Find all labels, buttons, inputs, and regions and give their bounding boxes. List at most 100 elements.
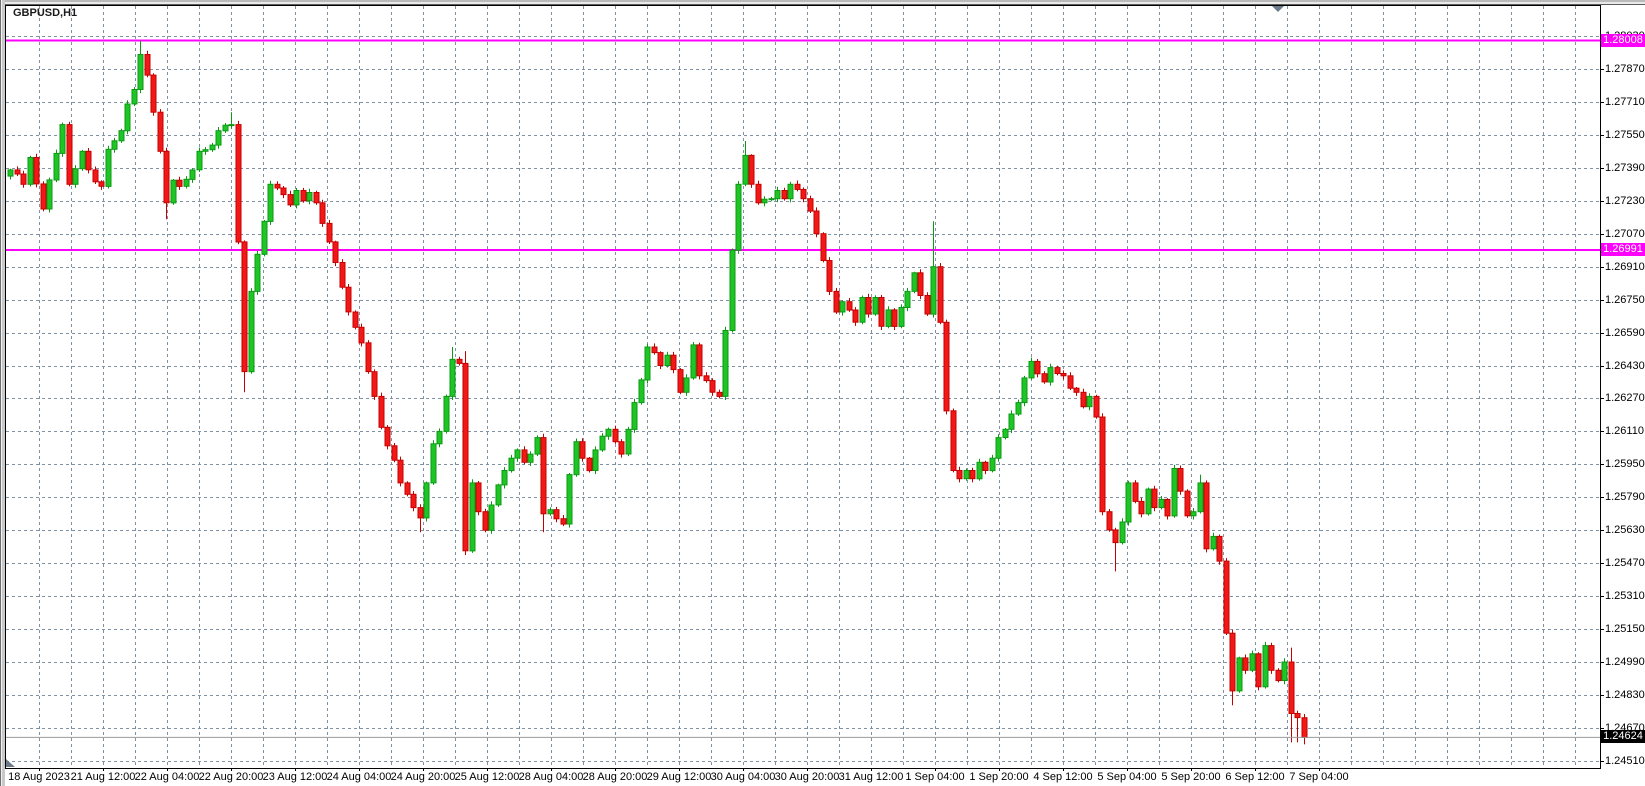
candle-bear <box>1294 713 1301 719</box>
candle-bull <box>261 220 268 255</box>
candle-bear <box>1138 500 1145 515</box>
candle-bull <box>1047 367 1054 383</box>
candle-bull <box>59 124 66 154</box>
candle-bear <box>339 262 346 288</box>
price-tick-label: 1.27870 <box>1605 62 1645 75</box>
candle-bull <box>1002 428 1009 438</box>
time-tick-label: 28 Aug 20:00 <box>582 771 648 783</box>
candle-bear <box>781 190 788 200</box>
candle-bear <box>280 187 287 196</box>
candle-bull <box>508 457 515 472</box>
candle-bull <box>1028 360 1035 379</box>
candle-bear <box>40 183 47 210</box>
candle-bull <box>605 428 612 437</box>
time-tick-label: 5 Sep 20:00 <box>1161 771 1221 783</box>
candle-bear <box>352 311 359 328</box>
time-tick-label: 30 Aug 04:00 <box>710 771 776 783</box>
candle-bull <box>306 192 313 202</box>
symbol-timeframe-label: GBPUSD,H1 <box>13 7 78 19</box>
candle-bull <box>105 148 112 187</box>
candle-bear <box>651 346 658 354</box>
candle-bull <box>547 509 554 515</box>
candle-bull <box>976 461 983 480</box>
candle-bear <box>846 301 853 311</box>
candle-bull <box>1119 521 1126 544</box>
candle-bull <box>423 482 430 519</box>
candle-bear <box>950 410 957 471</box>
candle-bull <box>787 183 794 200</box>
candle-bull <box>1171 468 1178 517</box>
candle-bull <box>566 474 573 525</box>
candle-bear <box>1054 367 1061 375</box>
candle-bear <box>1041 373 1048 383</box>
price-tick-label: 1.25950 <box>1605 458 1645 471</box>
candle-bear <box>1184 490 1191 517</box>
candle-bull <box>202 149 209 152</box>
price-tick-label: 1.26590 <box>1605 326 1645 339</box>
candle-bull <box>189 169 196 180</box>
candle-bull <box>638 379 645 404</box>
candle-bear <box>1229 632 1236 692</box>
candle-bull <box>989 457 996 472</box>
candle-bear <box>384 426 391 447</box>
candle-bear <box>891 309 898 327</box>
candle-bear <box>586 457 593 472</box>
time-scale[interactable]: 18 Aug 2023 21 Aug 12:00 22 Aug 04:00 22 Au… <box>0 768 1645 786</box>
time-tick-label: 6 Sep 12:00 <box>1225 771 1285 783</box>
candle-bull <box>1190 511 1197 517</box>
candle-bear <box>826 260 833 292</box>
candle-bull <box>293 190 300 206</box>
candle-bear <box>1060 373 1067 377</box>
time-tick-label: 21 Aug 12:00 <box>70 771 136 783</box>
candle-bear <box>553 509 560 520</box>
candle-bear <box>807 198 814 212</box>
candle-bear <box>287 194 294 206</box>
candle-bear <box>794 183 801 190</box>
candle-bear <box>1132 482 1139 502</box>
candle-bear <box>176 179 183 187</box>
chart-begin-marker-icon <box>6 759 15 767</box>
candle-bear <box>1099 416 1106 513</box>
candle-bull <box>1021 377 1028 404</box>
candle-bull <box>683 377 690 393</box>
candle-bull <box>599 435 606 451</box>
price-tick-label: 1.26910 <box>1605 260 1645 273</box>
candle-bear <box>852 309 859 323</box>
candle-bull <box>248 290 255 373</box>
candle-bear <box>404 482 411 495</box>
candle-bull <box>7 169 14 177</box>
candle-bear <box>1216 535 1223 562</box>
candle-bear <box>612 428 619 443</box>
candle-bull <box>118 130 125 142</box>
candle-bear <box>1073 387 1080 393</box>
candle-bear <box>677 369 684 393</box>
candle-bull <box>514 449 521 459</box>
candle-bear <box>92 169 99 183</box>
candle-bear <box>345 286 352 313</box>
candle-bull <box>488 504 495 531</box>
candle-bull <box>209 144 216 151</box>
candle-bear <box>85 150 92 171</box>
time-tick-label: 1 Sep 04:00 <box>905 771 965 783</box>
price-scale[interactable]: 1.280301.278701.277101.275501.273901.272… <box>1600 5 1645 768</box>
candle-bear <box>1093 395 1100 418</box>
candle-bear <box>1164 498 1171 517</box>
candle-bear <box>98 181 105 187</box>
candle-bear <box>144 54 151 76</box>
time-tick-label: 28 Aug 04:00 <box>518 771 584 783</box>
candle-bear <box>1301 717 1308 739</box>
candle-bull <box>859 297 866 323</box>
candle-bear <box>696 344 703 377</box>
candle-bear <box>462 362 469 552</box>
candle-bull <box>215 130 222 146</box>
candle-bull <box>1125 482 1132 523</box>
price-tick-label: 1.26270 <box>1605 392 1645 405</box>
candle-bull <box>124 103 131 132</box>
candle-bull <box>625 428 632 455</box>
price-tick-label: 1.27230 <box>1605 194 1645 207</box>
candle-bear <box>833 290 840 313</box>
candle-bull <box>742 154 749 185</box>
candle-bull <box>111 140 118 150</box>
candle-bear <box>560 518 567 525</box>
